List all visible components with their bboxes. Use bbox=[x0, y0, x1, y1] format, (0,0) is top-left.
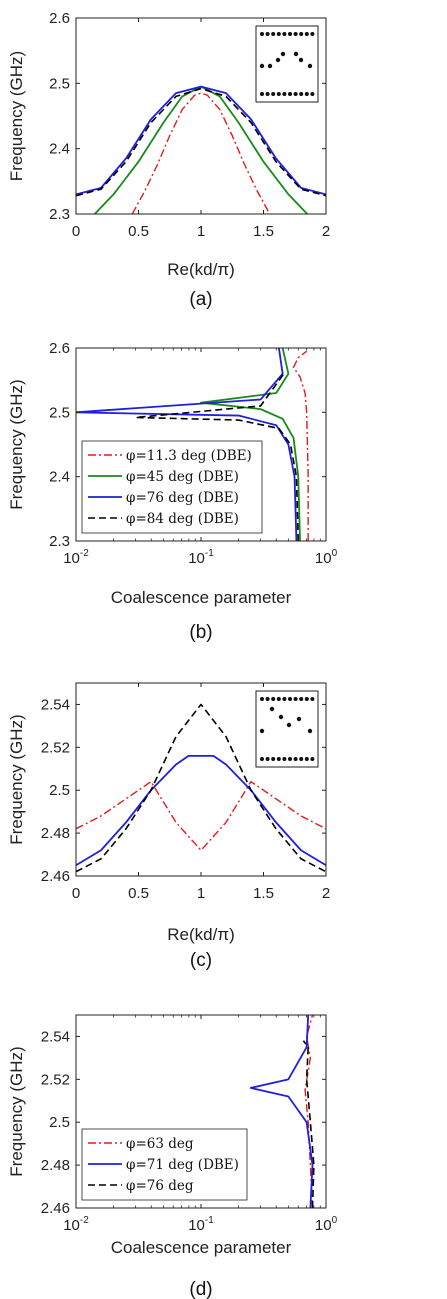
y-tick-label: 2.46 bbox=[41, 1200, 70, 1217]
series-line-3 bbox=[76, 85, 326, 196]
x-tick-label: 10-2 bbox=[63, 1215, 89, 1234]
series-group bbox=[76, 703, 326, 873]
y-axis-label: Frequency (GHz) bbox=[7, 1046, 26, 1176]
y-tick-label: 2.4 bbox=[49, 141, 70, 158]
x-tick-label: 0 bbox=[72, 885, 80, 902]
unit-cell-inset bbox=[255, 25, 319, 103]
x-tick-label: 0 bbox=[72, 223, 80, 240]
series-line-1 bbox=[131, 92, 271, 214]
x-tick-label: 2 bbox=[322, 223, 330, 240]
y-tick-label: 2.52 bbox=[41, 739, 70, 756]
x-axis-label: Coalescence parameter bbox=[111, 1238, 292, 1257]
series-line-2 bbox=[76, 755, 326, 867]
chart-panel-1: 0 0.5 1 1.5 2 2.3 2.4 2.5 2.6 Re(kd/π) Frequency (… bbox=[7, 10, 330, 310]
y-tick-label: 2.3 bbox=[49, 206, 70, 223]
series-line-1 bbox=[292, 350, 309, 541]
y-axis-label: Frequency (GHz) bbox=[7, 379, 26, 509]
panel-caption: (b) bbox=[189, 622, 212, 643]
series-line-3 bbox=[76, 348, 298, 541]
x-tick-label: 1.5 bbox=[253, 885, 274, 902]
x-tick-label: 1 bbox=[197, 223, 205, 240]
x-tick-label: 100 bbox=[315, 1215, 338, 1234]
y-axis-label: Frequency (GHz) bbox=[7, 51, 26, 181]
unit-cell-inset bbox=[255, 690, 319, 768]
y-tick-label: 2.5 bbox=[49, 404, 70, 421]
x-tick-label: 100 bbox=[315, 548, 338, 567]
legend: φ=11.3 deg (DBE) φ=45 deg (DBE) φ=76 deg (… bbox=[81, 440, 263, 534]
series-group bbox=[76, 348, 309, 541]
x-tick-label: 10-2 bbox=[63, 548, 89, 567]
y-tick-label: 2.48 bbox=[41, 825, 70, 842]
y-tick-label: 2.3 bbox=[49, 533, 70, 550]
y-tick-label: 2.4 bbox=[49, 469, 70, 486]
y-tick-label: 2.5 bbox=[49, 782, 70, 799]
y-tick-label: 2.52 bbox=[41, 1071, 70, 1088]
series-group bbox=[76, 85, 326, 214]
x-tick-label: 1.5 bbox=[253, 223, 274, 240]
series-line-2 bbox=[200, 348, 301, 541]
series-line-3 bbox=[302, 1040, 315, 1208]
series-line-4 bbox=[134, 373, 300, 541]
series-line-2 bbox=[249, 1015, 314, 1208]
x-tick-label: 10-1 bbox=[188, 1215, 214, 1234]
series-line-1 bbox=[76, 780, 326, 851]
legend-entry: φ=11.3 deg (DBE) bbox=[126, 448, 252, 464]
legend-entry: φ=45 deg (DBE) bbox=[126, 469, 239, 485]
series-line-3 bbox=[76, 703, 326, 873]
panel-caption: (c) bbox=[190, 950, 212, 971]
chart-panel-2: 10-2 10-1 100 2.3 2.4 2.5 2.6 Coalescence param… bbox=[7, 340, 338, 643]
chart-panel-4: 10-2 10-1 100 2.46 2.48 2.5 2.52 2.54 Coalescenc… bbox=[7, 1014, 338, 1299]
y-tick-label: 2.5 bbox=[49, 1114, 70, 1131]
chart-panel-3: 0 0.5 1 1.5 2 2.46 2.48 2.5 2.52 2.54 Re(kd/π) Freq… bbox=[7, 682, 330, 971]
x-axis-label: Re(kd/π) bbox=[167, 260, 234, 279]
y-axis-label: Frequency (GHz) bbox=[7, 714, 26, 844]
x-axis-label: Re(kd/π) bbox=[167, 925, 234, 944]
legend-entry: φ=84 deg (DBE) bbox=[126, 511, 239, 527]
x-tick-label: 0.5 bbox=[128, 223, 149, 240]
y-tick-label: 2.54 bbox=[41, 1028, 70, 1045]
x-tick-label: 1 bbox=[197, 885, 205, 902]
legend-entry: φ=71 deg (DBE) bbox=[126, 1157, 239, 1173]
legend-entry: φ=76 deg (DBE) bbox=[126, 490, 239, 506]
y-tick-label: 2.48 bbox=[41, 1157, 70, 1174]
series-line-4 bbox=[76, 87, 326, 197]
x-tick-label: 10-1 bbox=[188, 548, 214, 567]
y-tick-label: 2.54 bbox=[41, 696, 70, 713]
x-axis-label: Coalescence parameter bbox=[111, 588, 292, 607]
x-tick-label: 2 bbox=[322, 885, 330, 902]
y-tick-label: 2.46 bbox=[41, 868, 70, 885]
series-line-2 bbox=[94, 85, 308, 214]
y-tick-label: 2.5 bbox=[49, 75, 70, 92]
panel-caption: (a) bbox=[189, 289, 212, 310]
panel-caption: (d) bbox=[189, 1279, 212, 1299]
legend-entry: φ=76 deg bbox=[126, 1178, 194, 1194]
legend: φ=63 deg φ=71 deg (DBE) φ=76 deg bbox=[81, 1128, 248, 1201]
series-group bbox=[249, 1015, 315, 1208]
legend-entry: φ=63 deg bbox=[126, 1136, 194, 1152]
y-tick-label: 2.6 bbox=[49, 340, 70, 357]
x-tick-label: 0.5 bbox=[128, 885, 149, 902]
y-tick-label: 2.6 bbox=[49, 10, 70, 27]
